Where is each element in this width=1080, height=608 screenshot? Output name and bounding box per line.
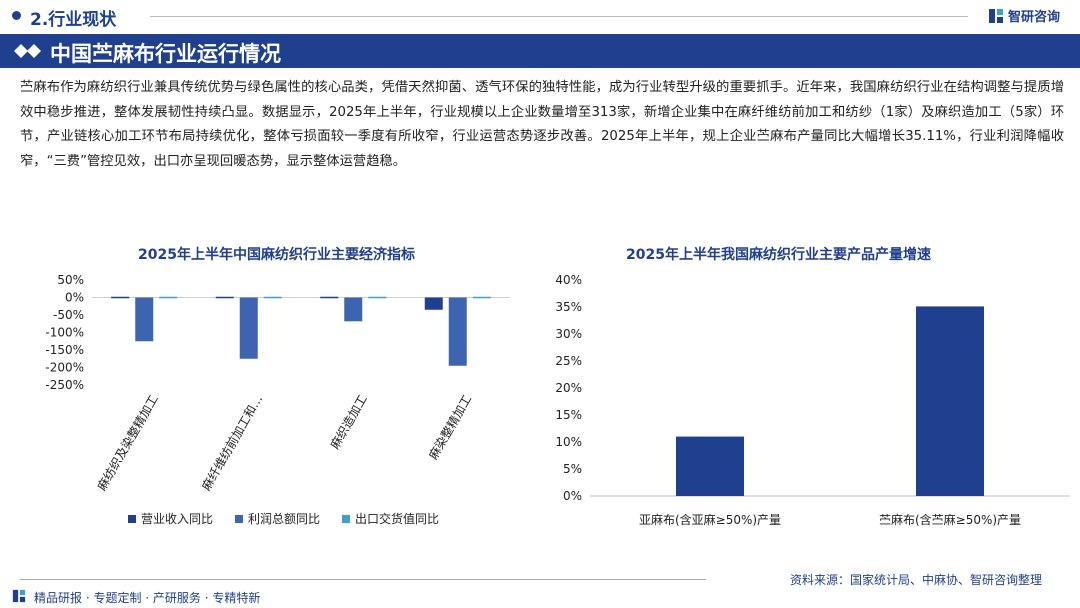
bar [135,297,154,342]
chart-right: 0% 5% 10% 15% 20% 25% 30% 35% 40% 亚麻布(含亚麻≥50%)产量 苎… [555,273,1070,527]
section-bullet-icon [12,11,21,20]
chart-left: 50% 0% -50% -100% -150% -200% -250% 麻纺织及染整精加工 麻纤… [45,273,510,493]
source-note: 资料来源：国家统计局、中麻协、智研咨询整理 [789,573,1042,587]
bar [239,297,258,359]
bar [472,296,491,299]
y-tick-label: 30% [555,327,582,341]
y-tick-label: -50% [53,308,84,322]
chart-left-title: 2025年上半年中国麻纺织行业主要经济指标 [138,247,415,263]
legend-label-revenue: 营业收入同比 [141,512,214,526]
chart-right-title: 2025年上半年我国麻纺织行业主要产品产量增速 [626,247,931,263]
legend-swatch-export [342,514,351,523]
intro-paragraph: 苎麻布作为麻纺织行业兼具传统优势与绿色属性的核心品类，凭借天然抑菌、透气环保的独… [20,80,1064,169]
y-tick-label: 40% [555,273,582,287]
bar [111,296,130,299]
bar [448,297,467,366]
y-tick-label: 15% [555,408,582,422]
bar [424,297,443,310]
y-tick-label: 10% [555,435,582,449]
bar [159,296,178,299]
x-tick-label: 麻纤维纺前加工和… [198,392,265,493]
legend-swatch-profit [235,514,244,523]
y-tick-label: 35% [555,300,582,314]
top-bar: 2.行业现状 智研咨询 [0,0,1080,32]
bar [916,306,984,496]
x-tick-label: 麻织造加工 [327,392,370,451]
footer-bar: 精品研报 · 专题定制 · 产研服务 · 专精特新 [0,586,1080,608]
y-tick-label: 0% [65,291,84,305]
x-tick-label: 亚麻布(含亚麻≥50%)产量 [639,512,781,527]
y-tick-label: -100% [45,326,84,340]
title-banner: 中国苎麻布行业运行情况 [0,34,1080,68]
brand-logo: 智研咨询 [988,6,1060,25]
y-tick-label: 50% [57,273,84,287]
y-tick-label: 25% [555,354,582,368]
bar [676,436,744,496]
bar [320,296,339,299]
y-tick-label: 5% [563,462,582,476]
y-tick-label: 20% [555,381,582,395]
y-tick-label: -250% [45,378,84,392]
y-tick-label: -200% [45,361,84,375]
y-tick-label: -150% [45,343,84,357]
legend-label-export: 出口交货值同比 [355,512,440,526]
legend-swatch-revenue [128,514,136,523]
y-tick-label: 0% [563,489,582,503]
header-divider [150,16,968,17]
legend-label-profit: 利润总额同比 [248,512,321,526]
chart-left-legend: 营业收入同比 利润总额同比 出口交货值同比 [128,510,439,527]
x-tick-label: 麻染整精加工 [425,392,474,462]
bar [263,296,282,299]
brand-logo-icon [989,8,1003,23]
footer-services: 精品研报 · 专题定制 · 产研服务 · 专精特新 [34,591,261,605]
bar [368,296,387,299]
x-tick-label: 麻纺织及染整精加工 [94,392,161,493]
bar [215,296,234,299]
brand-logo-text: 智研咨询 [1008,10,1061,25]
page-title: 中国苎麻布行业运行情况 [50,42,281,66]
footer-logo-icon [12,589,26,603]
double-diamond-icon [14,44,41,58]
bar [344,297,363,322]
section-label: 2.行业现状 [30,10,117,30]
x-tick-label: 苎麻布(含苎麻≥50%)产量 [879,512,1021,527]
footer-divider [20,579,706,580]
